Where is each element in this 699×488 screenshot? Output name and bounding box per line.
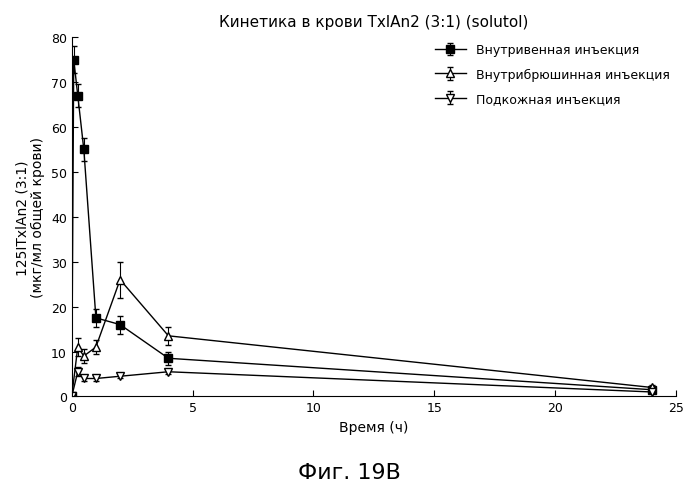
Text: Фиг. 19B: Фиг. 19B: [298, 462, 401, 482]
Legend: Внутривенная инъекция, Внутрибрюшинная инъекция, Подкожная инъекция: Внутривенная инъекция, Внутрибрюшинная и…: [435, 44, 670, 106]
Y-axis label: 125ITxlAn2 (3:1)
(мкг/мл общей крови): 125ITxlAn2 (3:1) (мкг/мл общей крови): [15, 137, 45, 298]
X-axis label: Время (ч): Время (ч): [339, 420, 409, 434]
Title: Кинетика в крови TxlAn2 (3:1) (solutol): Кинетика в крови TxlAn2 (3:1) (solutol): [219, 15, 528, 30]
